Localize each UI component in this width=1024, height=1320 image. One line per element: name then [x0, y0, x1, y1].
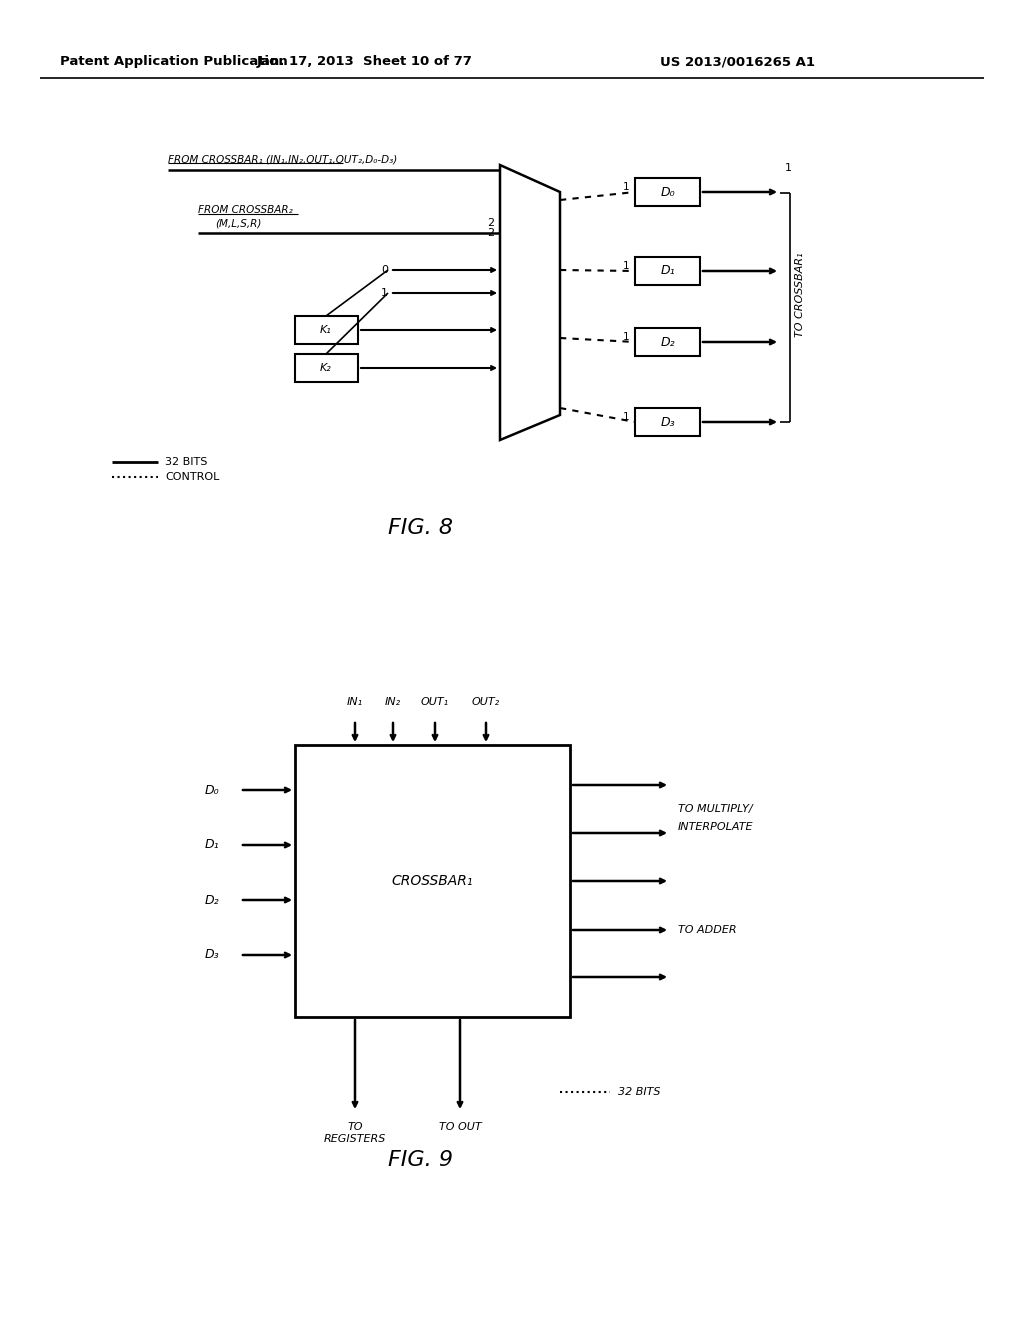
Text: TO CROSSBAR₁: TO CROSSBAR₁: [795, 252, 805, 338]
Text: 32 BITS: 32 BITS: [165, 457, 208, 467]
Text: FROM CROSSBAR₂: FROM CROSSBAR₂: [198, 205, 293, 215]
Text: D₁: D₁: [660, 264, 675, 277]
Polygon shape: [500, 165, 560, 440]
Bar: [295, 744, 570, 1016]
Text: Jan. 17, 2013  Sheet 10 of 77: Jan. 17, 2013 Sheet 10 of 77: [257, 55, 473, 69]
Text: 1: 1: [381, 288, 388, 298]
Text: 1: 1: [623, 333, 629, 342]
Text: 1: 1: [623, 182, 629, 191]
Text: TO MULTIPLY/: TO MULTIPLY/: [678, 804, 753, 814]
Text: D₃: D₃: [205, 949, 219, 961]
Text: FIG. 8: FIG. 8: [387, 517, 453, 539]
Bar: [635, 408, 700, 436]
Text: 0: 0: [381, 265, 388, 275]
Text: IN₁: IN₁: [347, 697, 364, 708]
Text: K₂: K₂: [321, 363, 332, 374]
Text: D₀: D₀: [660, 186, 675, 198]
Text: 1: 1: [623, 412, 629, 422]
Text: 1: 1: [785, 162, 792, 173]
Bar: [295, 315, 358, 345]
Text: 1: 1: [623, 261, 629, 271]
Text: OUT₁: OUT₁: [421, 697, 450, 708]
Text: 2: 2: [486, 228, 494, 238]
Text: TO OUT: TO OUT: [438, 1122, 481, 1133]
Text: K₁: K₁: [321, 325, 332, 335]
Text: CROSSBAR₁: CROSSBAR₁: [392, 874, 473, 888]
Text: D₀: D₀: [205, 784, 219, 796]
Text: OUT₂: OUT₂: [472, 697, 500, 708]
Text: D₃: D₃: [660, 416, 675, 429]
Text: FIG. 9: FIG. 9: [387, 1150, 453, 1170]
Text: D₂: D₂: [205, 894, 219, 907]
Text: CONTROL: CONTROL: [165, 473, 219, 482]
Text: US 2013/0016265 A1: US 2013/0016265 A1: [660, 55, 815, 69]
Text: IN₂: IN₂: [385, 697, 401, 708]
Text: TO ADDER: TO ADDER: [678, 925, 736, 935]
Bar: [635, 327, 700, 356]
Text: TO
REGISTERS: TO REGISTERS: [324, 1122, 386, 1143]
Text: D₂: D₂: [660, 335, 675, 348]
Bar: [635, 257, 700, 285]
Text: D₁: D₁: [205, 838, 219, 851]
Text: INTERPOLATE: INTERPOLATE: [678, 822, 754, 832]
Text: Patent Application Publication: Patent Application Publication: [60, 55, 288, 69]
Bar: [635, 178, 700, 206]
Text: FROM CROSSBAR₁ (IN₁,IN₂,OUT₁,OUT₂,D₀-D₃): FROM CROSSBAR₁ (IN₁,IN₂,OUT₁,OUT₂,D₀-D₃): [168, 154, 397, 165]
Text: 2: 2: [486, 218, 494, 228]
Bar: [295, 354, 358, 381]
Text: (M,L,S,R): (M,L,S,R): [215, 219, 261, 228]
Text: 32 BITS: 32 BITS: [618, 1086, 660, 1097]
